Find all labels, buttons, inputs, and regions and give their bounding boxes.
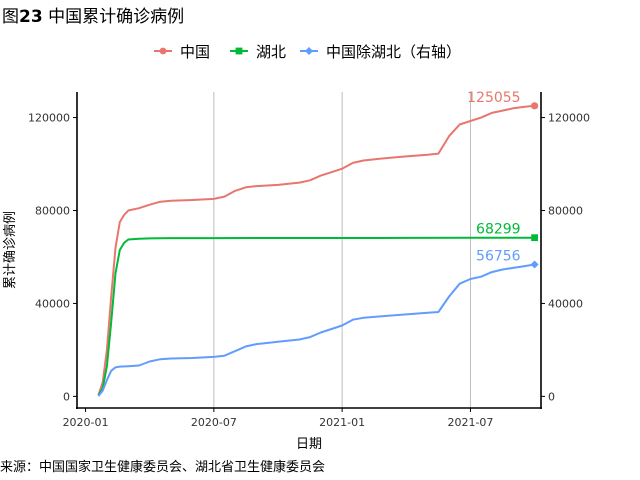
figure-title-prefix: 图 xyxy=(2,7,19,27)
y-tick-label-left: 120000 xyxy=(28,112,70,125)
end-point-china xyxy=(530,102,539,110)
legend-key-ex-hubei xyxy=(300,47,318,55)
end-label-china: 125055 xyxy=(467,90,520,106)
y-tick-label-left: 0 xyxy=(63,390,70,403)
legend-item-hubei: 湖北 xyxy=(228,40,286,62)
y-tick-label-right: 40000 xyxy=(548,297,583,310)
y-tick-label-right: 0 xyxy=(548,390,555,403)
series-line-china xyxy=(97,104,535,396)
legend-label-ex-hubei: 中国除湖北（右轴） xyxy=(326,42,462,61)
figure-number: 23 xyxy=(19,7,43,27)
x-tick-label: 2020-01 xyxy=(63,416,109,429)
legend-label-hubei: 湖北 xyxy=(256,42,287,61)
y-axis-title: 累计确诊病例 xyxy=(3,211,18,289)
legend: 中国 湖北 中国除湖北（右轴） xyxy=(0,40,640,62)
end-point-ex_hubei xyxy=(530,260,539,269)
series-line-hubei xyxy=(97,236,535,396)
end-label-hubei: 68299 xyxy=(476,222,521,238)
y-tick-label-right: 80000 xyxy=(548,205,583,218)
y-tick-label-right: 120000 xyxy=(548,112,590,125)
figure-title: 图23 中国累计确诊病例 xyxy=(2,2,184,27)
y-tick-label-left: 40000 xyxy=(35,297,70,310)
series-line-ex_hubei xyxy=(97,263,535,397)
x-tick-label: 2021-07 xyxy=(447,416,493,429)
legend-label-china: 中国 xyxy=(180,42,211,61)
legend-key-hubei xyxy=(230,47,248,55)
end-label-ex_hubei: 56756 xyxy=(476,249,521,265)
x-tick-label: 2020-07 xyxy=(191,416,237,429)
source-note: 来源：中国国家卫生健康委员会、湖北省卫生健康委员会 xyxy=(0,460,326,475)
end-point-hubei xyxy=(531,234,538,242)
x-tick-label: 2021-01 xyxy=(319,416,365,429)
y-tick-label-left: 80000 xyxy=(35,205,70,218)
legend-item-ex-hubei: 中国除湖北（右轴） xyxy=(298,40,461,62)
legend-item-china: 中国 xyxy=(152,40,210,62)
figure-title-text: 中国累计确诊病例 xyxy=(42,7,185,27)
legend-key-china xyxy=(154,47,172,55)
x-axis-title: 日期 xyxy=(296,437,322,452)
